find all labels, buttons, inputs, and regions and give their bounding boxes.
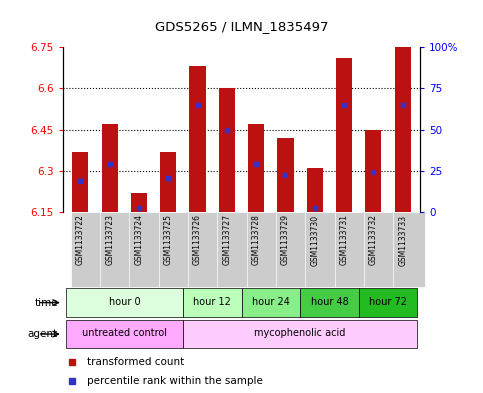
Bar <box>188 212 220 287</box>
Text: GSM1133727: GSM1133727 <box>222 215 231 265</box>
Bar <box>129 212 162 287</box>
Text: GSM1133723: GSM1133723 <box>105 215 114 265</box>
Text: hour 48: hour 48 <box>311 297 348 307</box>
Bar <box>101 124 118 212</box>
Bar <box>359 288 417 317</box>
Text: transformed count: transformed count <box>87 357 184 367</box>
Bar <box>217 212 250 287</box>
Bar <box>277 138 294 212</box>
Text: GSM1133733: GSM1133733 <box>398 215 407 266</box>
Text: GSM1133726: GSM1133726 <box>193 215 202 265</box>
Bar <box>72 152 88 212</box>
Bar <box>247 212 279 287</box>
Bar <box>189 66 206 212</box>
Bar <box>276 212 308 287</box>
Text: GSM1133730: GSM1133730 <box>310 215 319 266</box>
Bar <box>364 212 396 287</box>
Bar <box>365 130 382 212</box>
Bar <box>248 124 264 212</box>
Text: GSM1133729: GSM1133729 <box>281 215 290 265</box>
Bar <box>66 288 183 317</box>
Text: GSM1133731: GSM1133731 <box>340 215 349 265</box>
Bar <box>100 212 132 287</box>
Text: hour 12: hour 12 <box>193 297 231 307</box>
Text: hour 72: hour 72 <box>369 297 407 307</box>
Bar <box>307 168 323 212</box>
Bar <box>183 320 417 348</box>
Bar <box>66 320 183 348</box>
Text: GSM1133724: GSM1133724 <box>134 215 143 265</box>
Bar <box>305 212 338 287</box>
Bar <box>395 47 411 212</box>
Text: GSM1133732: GSM1133732 <box>369 215 378 265</box>
Text: time: time <box>34 298 58 308</box>
Text: GSM1133725: GSM1133725 <box>164 215 173 265</box>
Bar <box>131 193 147 212</box>
Bar <box>160 152 176 212</box>
Text: hour 24: hour 24 <box>252 297 290 307</box>
Bar <box>335 212 367 287</box>
Text: GSM1133728: GSM1133728 <box>252 215 261 265</box>
Text: GSM1133722: GSM1133722 <box>76 215 85 265</box>
Bar <box>219 88 235 212</box>
Bar <box>159 212 191 287</box>
Bar <box>71 212 103 287</box>
Text: GDS5265 / ILMN_1835497: GDS5265 / ILMN_1835497 <box>155 20 328 33</box>
Bar <box>242 288 300 317</box>
Bar <box>300 288 359 317</box>
Text: mycophenolic acid: mycophenolic acid <box>255 329 346 338</box>
Text: agent: agent <box>28 329 58 339</box>
Text: percentile rank within the sample: percentile rank within the sample <box>87 376 263 386</box>
Bar <box>336 58 352 212</box>
Text: hour 0: hour 0 <box>109 297 140 307</box>
Text: untreated control: untreated control <box>82 329 167 338</box>
Bar <box>393 212 426 287</box>
Bar <box>183 288 242 317</box>
